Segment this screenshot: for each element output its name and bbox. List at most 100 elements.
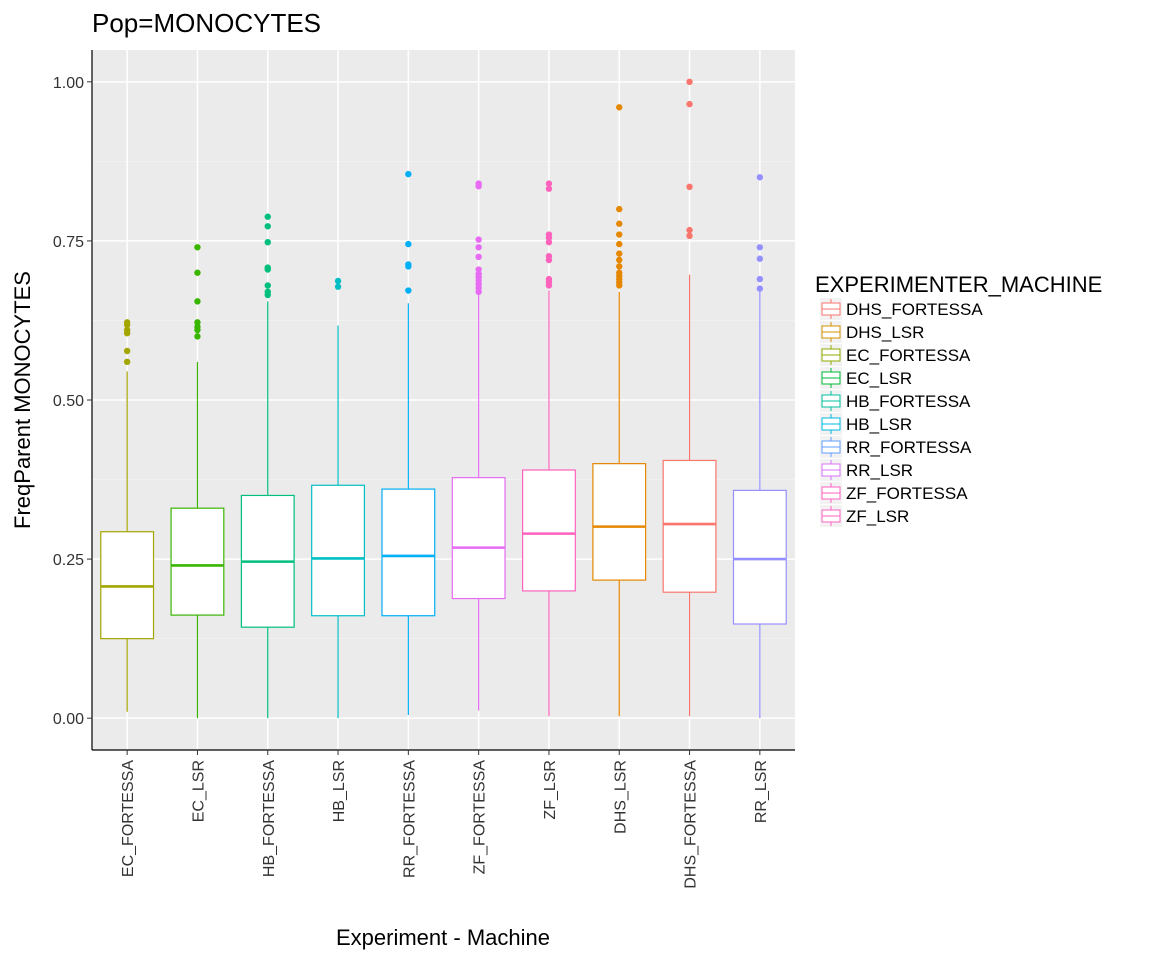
outlier-point — [545, 180, 553, 187]
legend-label: HB_FORTESSA — [846, 392, 971, 411]
legend-item-zf-lsr: ZF_LSR — [820, 505, 909, 527]
legend-item-ec-fortessa: EC_FORTESSA — [820, 344, 971, 366]
box-zf-lsr — [521, 180, 576, 717]
box-iqr — [381, 488, 436, 617]
outlier-point — [194, 326, 201, 334]
legend-label: RR_LSR — [846, 461, 913, 480]
outlier-point — [475, 288, 482, 296]
minor-gridlines — [92, 160, 795, 640]
outlier-point — [756, 255, 764, 262]
legend-label: ZF_LSR — [846, 507, 909, 526]
x-tick-label: RR_LSR — [753, 760, 770, 823]
x-axis-title: Experiment - Machine — [336, 925, 550, 950]
legend-item-ec-lsr: EC_LSR — [820, 367, 912, 389]
box-ec-lsr — [170, 244, 225, 719]
outlier-point — [686, 226, 693, 234]
legend-label: DHS_FORTESSA — [846, 300, 983, 319]
box-dhs-fortessa — [662, 78, 717, 717]
legend-item-dhs-lsr: DHS_LSR — [820, 321, 924, 343]
outlier-point — [616, 282, 623, 289]
legend-items: DHS_FORTESSA DHS_LSR EC_FORTESSA EC_LSR HB_F… — [820, 298, 983, 527]
outlier-point — [405, 263, 412, 270]
outlier-point — [194, 269, 201, 276]
chart-title: Pop=MONOCYTES — [92, 8, 321, 38]
outlier-point — [545, 185, 553, 192]
outlier-point — [334, 277, 342, 285]
x-tick-label: DHS_FORTESSA — [683, 760, 700, 889]
box-iqr — [662, 459, 717, 593]
box-iqr — [451, 477, 506, 600]
box-zf-fortessa — [451, 180, 506, 711]
outlier-point — [194, 298, 201, 305]
outlier-point — [686, 232, 693, 240]
legend-item-hb-fortessa: HB_FORTESSA — [820, 390, 971, 412]
outlier-point — [334, 283, 342, 290]
outlier-point — [616, 220, 623, 227]
outlier-point — [475, 182, 482, 190]
x-tick-label: HB_FORTESSA — [261, 760, 278, 877]
box-dhs-lsr — [592, 104, 647, 717]
outlier-point — [545, 256, 553, 264]
outlier-point — [686, 183, 693, 191]
y-tick-label: 0.00 — [53, 711, 84, 728]
outlier-point — [616, 250, 623, 257]
x-tick-label: HB_LSR — [331, 760, 348, 822]
box-iqr — [732, 489, 787, 625]
box-iqr — [170, 507, 225, 616]
y-tick-label: 0.25 — [53, 552, 84, 569]
outlier-point — [123, 358, 131, 366]
legend-item-rr-lsr: RR_LSR — [820, 459, 913, 481]
outlier-point — [616, 104, 623, 111]
legend-title: EXPERIMENTER_MACHINE — [815, 272, 1102, 297]
x-tick-label: EC_LSR — [190, 760, 207, 822]
boxes-layer — [100, 78, 787, 719]
outlier-point — [686, 78, 693, 86]
x-axis-ticks: EC_FORTESSA EC_LSR HB_FORTESSA HB_LSR RR_FOR… — [120, 750, 770, 889]
box-hb-lsr — [311, 277, 366, 719]
legend: EXPERIMENTER_MACHINE DHS_FORTESSA DHS_LSR… — [815, 272, 1102, 527]
outlier-point — [475, 236, 482, 243]
outlier-point — [686, 100, 693, 108]
outlier-point — [545, 238, 553, 246]
outlier-point — [264, 213, 271, 220]
outlier-point — [756, 275, 764, 283]
y-tick-label: 0.75 — [53, 234, 84, 251]
box-iqr — [592, 463, 647, 581]
outlier-point — [405, 240, 412, 248]
box-rr-fortessa — [381, 170, 436, 715]
y-axis-title: FreqParent MONOCYTES — [10, 271, 35, 529]
legend-item-rr-fortessa: RR_FORTESSA — [820, 436, 972, 458]
box-hb-fortessa — [240, 213, 295, 719]
outlier-point — [616, 205, 623, 213]
legend-label: EC_FORTESSA — [846, 346, 971, 365]
box-iqr — [521, 469, 576, 592]
outlier-point — [756, 174, 764, 181]
outlier-point — [194, 319, 201, 326]
outlier-point — [405, 287, 412, 294]
box-iqr — [311, 484, 366, 617]
outlier-point — [616, 263, 623, 270]
outlier-point — [616, 256, 623, 264]
outlier-point — [475, 244, 482, 251]
legend-label: ZF_FORTESSA — [846, 484, 968, 503]
outlier-point — [405, 170, 412, 178]
outlier-point — [264, 266, 271, 273]
legend-label: HB_LSR — [846, 415, 912, 434]
legend-item-zf-fortessa: ZF_FORTESSA — [820, 482, 968, 504]
x-tick-label: RR_FORTESSA — [401, 760, 418, 878]
legend-item-dhs-fortessa: DHS_FORTESSA — [820, 298, 983, 320]
outlier-point — [616, 240, 623, 248]
outlier-point — [194, 333, 201, 340]
outlier-point — [123, 321, 131, 329]
outlier-point — [756, 285, 764, 292]
outlier-point — [475, 266, 482, 273]
y-tick-label: 1.00 — [53, 75, 84, 92]
y-axis-ticks: 0.00 0.25 0.50 0.75 1.00 — [53, 75, 92, 728]
x-tick-label: ZF_LSR — [542, 760, 559, 820]
legend-label: RR_FORTESSA — [846, 438, 972, 457]
outlier-point — [756, 244, 764, 251]
box-ec-fortessa — [100, 319, 155, 712]
outlier-point — [264, 282, 271, 289]
outlier-point — [123, 329, 131, 337]
